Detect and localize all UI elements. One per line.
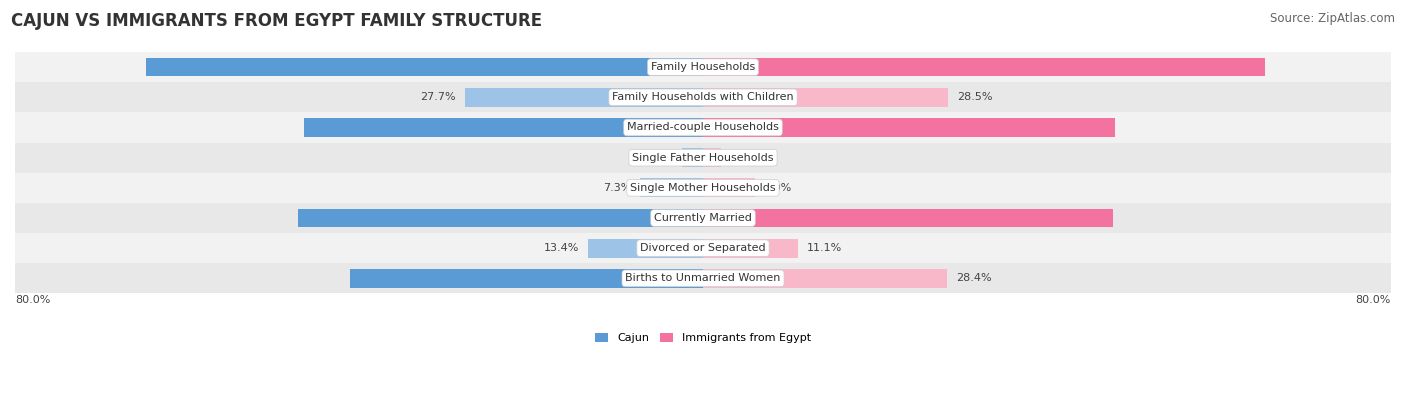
- Text: 13.4%: 13.4%: [544, 243, 579, 253]
- Text: Source: ZipAtlas.com: Source: ZipAtlas.com: [1270, 12, 1395, 25]
- Text: 46.4%: 46.4%: [686, 122, 725, 132]
- Bar: [350, 269, 703, 288]
- Text: 7.3%: 7.3%: [603, 183, 631, 193]
- Bar: [15, 263, 1391, 293]
- Text: 41.0%: 41.0%: [686, 273, 724, 283]
- Text: 11.1%: 11.1%: [807, 243, 842, 253]
- Text: 64.8%: 64.8%: [686, 62, 724, 72]
- Text: Divorced or Separated: Divorced or Separated: [640, 243, 766, 253]
- Bar: [703, 88, 948, 107]
- Bar: [703, 179, 755, 197]
- Bar: [15, 52, 1391, 82]
- Text: Single Father Households: Single Father Households: [633, 152, 773, 163]
- Bar: [703, 239, 799, 258]
- Text: 80.0%: 80.0%: [15, 295, 51, 305]
- Bar: [588, 239, 703, 258]
- Bar: [15, 203, 1391, 233]
- Text: Family Households: Family Households: [651, 62, 755, 72]
- Text: 27.7%: 27.7%: [420, 92, 456, 102]
- Bar: [15, 173, 1391, 203]
- Text: 2.5%: 2.5%: [644, 152, 673, 163]
- Text: Single Mother Households: Single Mother Households: [630, 183, 776, 193]
- Bar: [15, 143, 1391, 173]
- Text: Births to Unmarried Women: Births to Unmarried Women: [626, 273, 780, 283]
- Text: Currently Married: Currently Married: [654, 213, 752, 223]
- Bar: [703, 209, 1114, 228]
- Legend: Cajun, Immigrants from Egypt: Cajun, Immigrants from Egypt: [595, 333, 811, 343]
- Bar: [703, 269, 948, 288]
- Bar: [15, 233, 1391, 263]
- Bar: [15, 82, 1391, 113]
- Text: 80.0%: 80.0%: [1355, 295, 1391, 305]
- Bar: [304, 118, 703, 137]
- Text: Married-couple Households: Married-couple Households: [627, 122, 779, 132]
- Bar: [703, 118, 1115, 137]
- Text: CAJUN VS IMMIGRANTS FROM EGYPT FAMILY STRUCTURE: CAJUN VS IMMIGRANTS FROM EGYPT FAMILY ST…: [11, 12, 543, 30]
- Bar: [15, 113, 1391, 143]
- Text: 47.9%: 47.9%: [682, 122, 720, 132]
- Text: 47.1%: 47.1%: [686, 213, 724, 223]
- Text: Family Households with Children: Family Households with Children: [612, 92, 794, 102]
- Bar: [682, 148, 703, 167]
- Bar: [298, 209, 703, 228]
- Bar: [465, 88, 703, 107]
- Text: 28.4%: 28.4%: [956, 273, 991, 283]
- Bar: [703, 58, 1264, 77]
- Bar: [640, 179, 703, 197]
- Text: 6.0%: 6.0%: [763, 183, 792, 193]
- Text: 2.1%: 2.1%: [730, 152, 758, 163]
- Bar: [146, 58, 703, 77]
- Bar: [703, 148, 721, 167]
- Text: 65.3%: 65.3%: [682, 62, 720, 72]
- Text: 47.7%: 47.7%: [682, 213, 720, 223]
- Text: 28.5%: 28.5%: [956, 92, 993, 102]
